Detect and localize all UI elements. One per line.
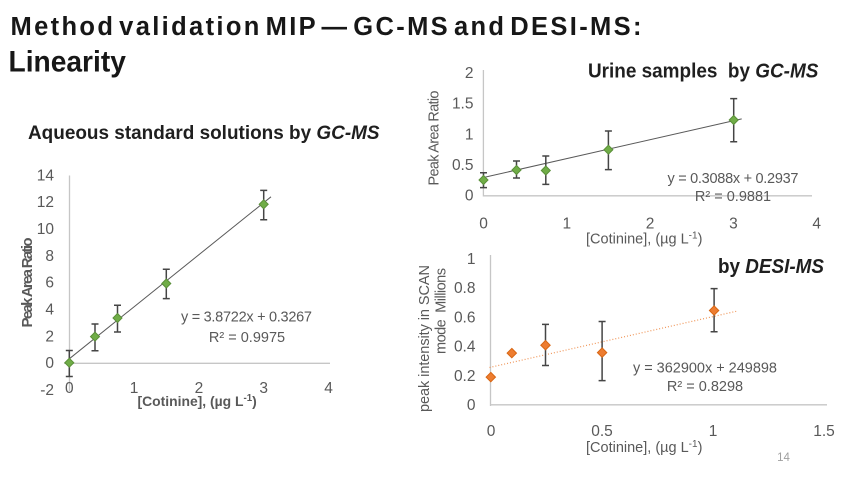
svg-text:2: 2 [195,380,204,397]
svg-text:3: 3 [729,216,738,233]
svg-text:R² = 0.9975: R² = 0.9975 [209,330,285,346]
svg-text:by DESI-MS: by DESI-MS [718,255,824,278]
svg-text:R² = 0.8298: R² = 0.8298 [667,379,743,395]
svg-text:0.5: 0.5 [452,157,474,174]
svg-text:mode Millions: mode Millions [434,268,450,354]
svg-text:4: 4 [45,302,54,319]
svg-text:1.5: 1.5 [813,423,835,440]
svg-text:10: 10 [37,221,55,238]
svg-text:-2: -2 [40,382,54,399]
svg-text:0.5: 0.5 [591,423,613,440]
svg-text:Peak Area Ratio: Peak Area Ratio [19,238,36,328]
svg-text:0: 0 [487,423,496,440]
svg-text:1.5: 1.5 [452,96,474,113]
svg-text:0.6: 0.6 [454,309,476,326]
svg-text:1: 1 [465,126,474,143]
svg-text:0.4: 0.4 [454,339,476,356]
svg-text:12: 12 [37,194,54,211]
svg-text:y = 3.8722x + 0.3267: y = 3.8722x + 0.3267 [181,310,312,326]
svg-text:peak intensity in SCAN: peak intensity in SCAN [417,265,433,412]
svg-text:0.2: 0.2 [454,368,476,385]
svg-text:0: 0 [465,188,474,205]
svg-text:y = 362900x + 249898: y = 362900x + 249898 [633,361,777,377]
svg-text:1: 1 [709,423,718,440]
svg-text:1: 1 [130,380,139,397]
svg-text:y = 0.3088x + 0.2937: y = 0.3088x + 0.2937 [668,171,799,187]
svg-text:2: 2 [45,328,54,345]
svg-text:2: 2 [465,65,474,82]
svg-text:1: 1 [467,251,476,268]
svg-text:4: 4 [812,216,821,233]
svg-text:R² = 0.9881: R² = 0.9881 [695,189,771,205]
svg-text:Method validation MIP — GC-MS: Method validation MIP — GC-MS and DESI-M… [11,13,644,41]
svg-text:2: 2 [646,216,655,233]
svg-text:0: 0 [45,355,54,372]
svg-text:Linearity: Linearity [9,46,126,79]
svg-text:14: 14 [777,452,790,464]
svg-text:0: 0 [65,380,74,397]
svg-text:1: 1 [562,216,571,233]
svg-text:0.8: 0.8 [454,280,476,297]
svg-text:0: 0 [479,216,488,233]
svg-text:6: 6 [45,275,54,292]
svg-text:[Cotinine], (µg L-1): [Cotinine], (µg L-1) [586,231,702,248]
svg-text:0: 0 [467,397,476,414]
svg-text:14: 14 [37,167,55,184]
svg-text:[Cotinine], (µg L-1): [Cotinine], (µg L-1) [586,439,702,456]
svg-text:Aqueous standard solutions by: Aqueous standard solutions by GC-MS [28,123,380,144]
svg-text:[Cotinine], (µg L-1): [Cotinine], (µg L-1) [138,393,257,409]
svg-text:8: 8 [45,248,54,265]
svg-text:3: 3 [259,380,268,397]
svg-text:4: 4 [324,380,333,397]
svg-text:Peak Area Ratio: Peak Area Ratio [427,91,443,186]
svg-text:Urine samples by GC-MS: Urine samples by GC-MS [588,60,818,83]
